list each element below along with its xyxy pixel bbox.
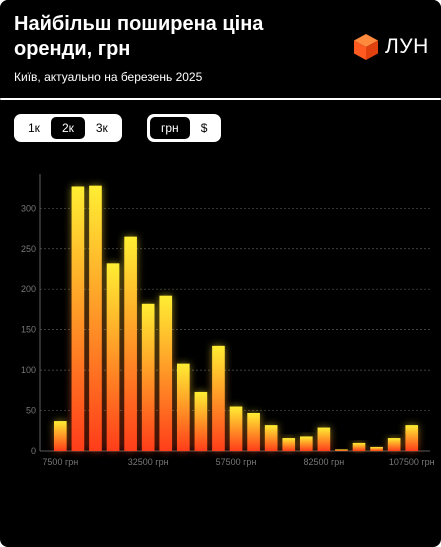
y-tick-label: 50: [26, 406, 36, 416]
brand-name: ЛУН: [385, 35, 429, 58]
bar[interactable]: [159, 295, 173, 451]
bar[interactable]: [106, 263, 120, 451]
y-tick-label: 100: [21, 365, 36, 375]
bar[interactable]: [229, 406, 243, 451]
cube-icon: [354, 34, 378, 60]
step-option-2k[interactable]: 2к: [50, 117, 85, 139]
bar[interactable]: [387, 438, 401, 451]
currency-selector: грн $: [147, 114, 222, 142]
bar[interactable]: [264, 425, 278, 451]
bar[interactable]: [335, 449, 348, 451]
y-tick-label: 150: [21, 325, 36, 335]
y-tick-label: 200: [21, 284, 36, 294]
price-histogram: 0 50 100 150 200 250 300 7500 грн 32500 грн 5750…: [21, 174, 435, 467]
currency-option-usd[interactable]: $: [200, 121, 208, 135]
y-tick-label: 0: [31, 446, 36, 456]
header-divider: [0, 98, 441, 100]
bar[interactable]: [212, 345, 225, 451]
y-tick-label: 300: [21, 203, 36, 213]
chart-title: Найбільш поширена ціна оренди, грн: [14, 13, 264, 60]
bar[interactable]: [317, 427, 331, 451]
bar[interactable]: [194, 391, 208, 451]
bar[interactable]: [89, 185, 102, 451]
step-selector: 1к 2к 3к: [14, 114, 122, 142]
bar[interactable]: [352, 442, 366, 451]
bar[interactable]: [370, 446, 383, 451]
x-tick-label: 82500 грн: [303, 457, 344, 467]
step-option-3k[interactable]: 3к: [95, 121, 108, 135]
bar[interactable]: [247, 412, 260, 451]
bar[interactable]: [176, 363, 190, 451]
brand-logo: ЛУН: [353, 33, 429, 61]
header: Найбільш поширена ціна оренди, грн Київ,…: [0, 0, 441, 98]
bar[interactable]: [282, 438, 296, 451]
x-tick-label: 107500 грн: [389, 457, 435, 467]
bar[interactable]: [405, 425, 419, 451]
bar[interactable]: [71, 186, 85, 451]
x-tick-label: 57500 грн: [216, 457, 257, 467]
bar[interactable]: [54, 421, 67, 451]
bar[interactable]: [299, 436, 313, 451]
y-tick-label: 250: [21, 244, 36, 254]
bar[interactable]: [124, 236, 137, 451]
x-tick-label: 7500 грн: [42, 457, 78, 467]
chart-subtitle: Київ, актуально на березень 2025: [14, 70, 203, 84]
bar[interactable]: [141, 303, 155, 451]
currency-option-uah[interactable]: грн: [150, 117, 190, 139]
step-option-1k[interactable]: 1к: [28, 121, 40, 135]
x-tick-label: 32500 грн: [128, 457, 169, 467]
